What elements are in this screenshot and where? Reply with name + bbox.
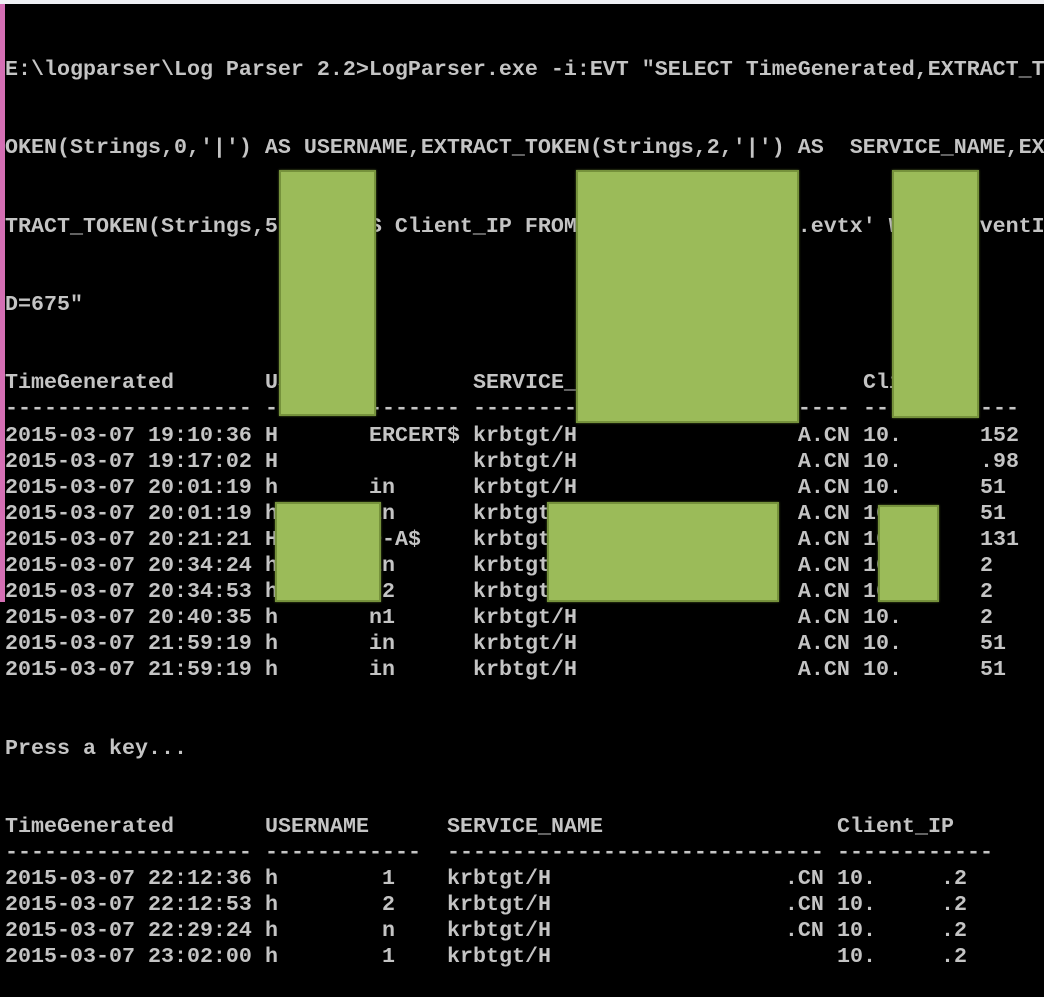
- command-line: OKEN(Strings,0,'|') AS USERNAME,EXTRACT_…: [5, 135, 1044, 161]
- cell-time-generated: 2015-03-07 19:10:36: [5, 422, 252, 448]
- redaction-box-ip: [892, 170, 979, 418]
- command-line: D=675": [5, 292, 83, 318]
- header-separator: ----------------------------------------…: [5, 840, 1044, 866]
- table-row: 2015-03-07 22:12:36 h 1 krbtgt/H .CN 10. .2: [5, 866, 1044, 892]
- separator-dashes: -------------------: [5, 840, 252, 865]
- table-row: 2015-03-07 19:10:36 H ERCERT$ krbtgt/H A.C…: [5, 423, 1044, 449]
- cell-time-generated: 2015-03-07 20:21:21: [5, 526, 252, 552]
- column-header-username: USERNAME: [265, 813, 369, 839]
- redaction-box-service: [547, 502, 779, 602]
- table-row: 2015-03-07 21:59:19 h in krbtgt/H A.CN 10. …: [5, 631, 1044, 657]
- table-row: 2015-03-07 20:40:35 h n1 krbtgt/H A.CN 10. …: [5, 605, 1044, 631]
- separator-dashes: -------------------: [5, 396, 252, 422]
- header-separator: ----------------------------------------…: [5, 396, 1044, 422]
- cell-client-ip: 10. 2: [863, 605, 993, 631]
- table-row: 2015-03-07 23:02:00 h 1 krbtgt/H 10. .2: [5, 944, 1044, 970]
- cell-service-name: krbtgt/H A.CN: [473, 474, 850, 500]
- column-header-service-name: SERVICE_NAME: [447, 813, 603, 839]
- cell-client-ip: 10. .2: [837, 918, 967, 944]
- cell-client-ip: 10. 51: [863, 474, 1006, 500]
- cell-service-name: krbtgt/H: [447, 944, 551, 970]
- cell-client-ip: 10. .2: [837, 892, 967, 918]
- cell-service-name: krbtgt/H .CN: [447, 918, 824, 944]
- cell-service-name: krbtgt/H A.CN: [473, 631, 850, 657]
- cell-time-generated: 2015-03-07 19:17:02: [5, 448, 252, 474]
- table-row: 2015-03-07 22:29:24 h n krbtgt/H .CN 10. .2: [5, 918, 1044, 944]
- redaction-box-ip: [878, 505, 939, 602]
- cell-username: h 1: [265, 944, 395, 970]
- cell-client-ip: 10. 51: [863, 631, 1006, 657]
- cell-time-generated: 2015-03-07 20:40:35: [5, 605, 252, 631]
- separator-dashes: -----------------------------: [447, 840, 824, 865]
- cell-time-generated: 2015-03-07 20:01:19: [5, 474, 252, 500]
- cell-username: h in: [265, 474, 395, 500]
- redaction-box-username: [275, 502, 381, 602]
- cell-username: h in: [265, 657, 395, 683]
- separator-dashes: ------------: [265, 840, 421, 865]
- table-header: TimeGeneratedUSERNAMESERVICE_NAMEClient_…: [5, 370, 1044, 396]
- cell-service-name: krbtgt/H A.CN: [473, 605, 850, 631]
- cell-service-name: krbtgt/H .CN: [447, 866, 824, 892]
- table-row: 2015-03-07 20:01:19 h in krbtgt/H A.CN 10. …: [5, 475, 1044, 501]
- press-key-prompt: Press a key...: [5, 735, 187, 761]
- cell-client-ip: 10. .98: [863, 448, 1019, 474]
- cell-time-generated: 2015-03-07 23:02:00: [5, 944, 252, 970]
- cell-username: h n1: [265, 605, 395, 631]
- cell-service-name: krbtgt/H A.CN: [473, 657, 850, 683]
- cell-service-name: krbtgt/H A.CN: [473, 422, 850, 448]
- cell-client-ip: 10. 152: [863, 422, 1019, 448]
- cell-username: H ERCERT$: [265, 422, 460, 448]
- cell-time-generated: 2015-03-07 22:12:53: [5, 892, 252, 918]
- cell-service-name: krbtgt/H A.CN: [473, 448, 850, 474]
- cell-time-generated: 2015-03-07 22:12:36: [5, 866, 252, 892]
- cell-username: h 2: [265, 892, 395, 918]
- result-table-2: TimeGenerated USERNAME SERVICE_NAME Client_…: [5, 814, 1044, 971]
- console-output: E:\logparser\Log Parser 2.2>LogParser.ex…: [5, 5, 1044, 997]
- cell-time-generated: 2015-03-07 20:34:53: [5, 579, 252, 605]
- cell-username: H: [265, 448, 278, 474]
- cell-client-ip: 10. 51: [863, 657, 1006, 683]
- command-line: TRACT_TOKEN(Strings,5,'|') AS Client_IP …: [5, 213, 1044, 239]
- window-left-edge: [0, 4, 5, 602]
- cell-username: h n: [265, 918, 395, 944]
- command-line: E:\logparser\Log Parser 2.2>LogParser.ex…: [5, 57, 1044, 83]
- cell-time-generated: 2015-03-07 21:59:19: [5, 657, 252, 683]
- table-header: TimeGenerated USERNAME SERVICE_NAME Client_…: [5, 814, 1044, 840]
- column-header-time-generated: TimeGenerated: [5, 813, 174, 839]
- cell-time-generated: 2015-03-07 20:34:24: [5, 552, 252, 578]
- table-row: 2015-03-07 21:59:19 h in krbtgt/H A.CN 10. …: [5, 657, 1044, 683]
- cell-time-generated: 2015-03-07 20:01:19: [5, 500, 252, 526]
- column-header-client-ip: Client_IP: [837, 813, 954, 839]
- cell-client-ip: 10. .2: [837, 866, 967, 892]
- cell-client-ip: 10. .2: [837, 944, 967, 970]
- window-top-edge: [0, 0, 1044, 4]
- separator-dashes: ------------: [837, 840, 993, 865]
- column-header-time-generated: TimeGenerated: [5, 370, 174, 396]
- cell-time-generated: 2015-03-07 22:29:24: [5, 918, 252, 944]
- redaction-box-username: [279, 170, 376, 416]
- cell-time-generated: 2015-03-07 21:59:19: [5, 631, 252, 657]
- cell-username: h in: [265, 631, 395, 657]
- redaction-box-service: [576, 170, 799, 423]
- cell-username: h 1: [265, 866, 395, 892]
- cell-service-name: krbtgt/H .CN: [447, 892, 824, 918]
- table-row: 2015-03-07 22:12:53 h 2 krbtgt/H .CN 10. .2: [5, 892, 1044, 918]
